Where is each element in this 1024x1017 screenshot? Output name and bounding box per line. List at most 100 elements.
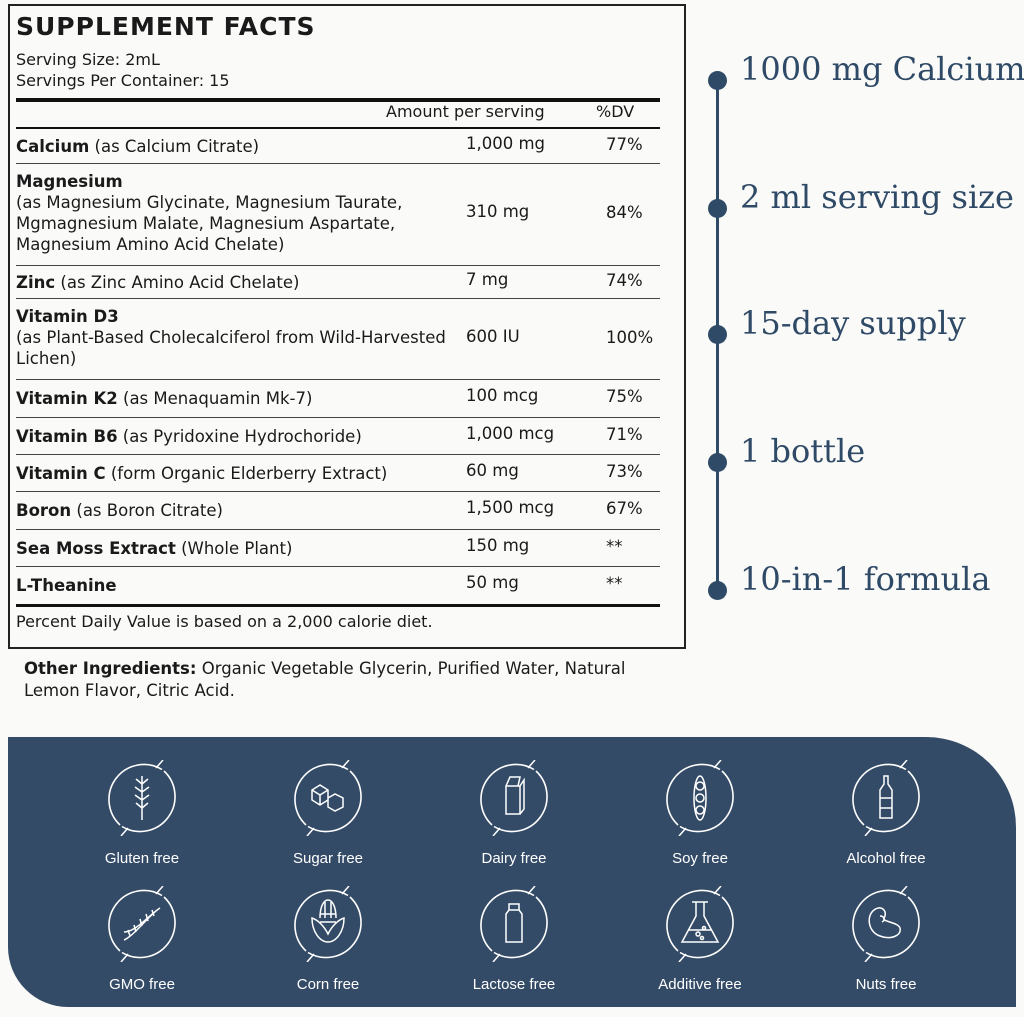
- row-divider: [16, 163, 660, 164]
- other-ingredients-text: Organic Vegetable Glycerin, Purified Wat…: [24, 659, 626, 700]
- row-divider: [16, 298, 660, 299]
- nutrient-label: Magnesium: [16, 172, 123, 191]
- nutrient-row: L-Theanine 50 mg **: [16, 567, 660, 604]
- row-divider: [16, 566, 660, 567]
- timeline-dot: [708, 453, 727, 472]
- divider: [16, 127, 660, 129]
- row-divider: [16, 265, 660, 266]
- nutrient-label: Vitamin D3: [16, 307, 119, 326]
- highlight-text: 10-in-1 formula: [740, 560, 991, 598]
- nutrient-row: Vitamin C (form Organic Elderberry Extra…: [16, 455, 660, 492]
- badge-label: Corn free: [296, 976, 360, 993]
- nutrient-source: (as Plant-Based Cholecalciferol from Wil…: [16, 328, 446, 368]
- nutrient-label: Vitamin K2: [16, 389, 118, 408]
- nutrient-name: Zinc (as Zinc Amino Acid Chelate): [16, 272, 456, 293]
- timeline-dot: [708, 71, 727, 90]
- badge-sugar-free: Sugar free: [258, 760, 398, 867]
- nutrient-source: (as Menaquamin Mk-7): [117, 389, 313, 408]
- nutrient-dv: 74%: [606, 270, 643, 290]
- milk-bottle-icon: [480, 886, 548, 962]
- nutrient-source: (as Calcium Citrate): [89, 136, 260, 156]
- supplement-facts-panel: [8, 4, 686, 649]
- nutrient-row: Boron (as Boron Citrate) 1,500 mcg 67%: [16, 492, 660, 530]
- other-ingredients: Other Ingredients: Organic Vegetable Gly…: [24, 658, 644, 702]
- nutrient-source: (as Boron Citrate): [71, 501, 223, 520]
- row-divider: [16, 379, 660, 380]
- dv-header: %DV: [596, 102, 635, 121]
- nutrient-name: L-Theanine: [16, 575, 456, 596]
- highlight-text: 2 ml serving size: [740, 178, 1014, 216]
- nutrient-amount: 100 mcg: [466, 386, 539, 405]
- dna-icon: [108, 886, 176, 962]
- badge-corn-free: Corn free: [258, 886, 398, 993]
- nutrient-label: Sea Moss Extract: [16, 538, 176, 558]
- free-from-panel: [8, 737, 1016, 1007]
- nutrient-amount: 60 mg: [466, 460, 519, 480]
- nutrient-name: Boron (as Boron Citrate): [16, 500, 456, 521]
- nutrient-amount: 7 mg: [466, 269, 509, 289]
- nutrient-source: (as Magnesium Glycinate, Magnesium Taura…: [16, 193, 403, 254]
- nutrient-amount: 50 mg: [466, 572, 519, 592]
- badge-label: Alcohol free: [846, 850, 926, 867]
- badge-label: Soy free: [672, 850, 728, 867]
- nutrient-dv: 67%: [606, 499, 643, 518]
- nutrient-amount: 310 mg: [466, 202, 530, 221]
- nutrient-dv: 100%: [606, 327, 654, 347]
- nutrient-amount: 600 IU: [466, 326, 520, 346]
- nutrient-name: Vitamin K2 (as Menaquamin Mk-7): [16, 388, 456, 409]
- badge-nuts-free: Nuts free: [816, 886, 956, 993]
- soybean-icon: [666, 760, 734, 836]
- divider-thick: [16, 98, 660, 102]
- badge-additive-free: Additive free: [630, 886, 770, 993]
- nutrient-dv: 73%: [606, 461, 643, 481]
- nutrient-amount: 150 mg: [466, 535, 530, 555]
- row-divider: [16, 491, 660, 492]
- highlight-text: 1 bottle: [740, 432, 866, 470]
- nutrient-name: Vitamin D3 (as Plant-Based Cholecalcifero…: [16, 306, 446, 369]
- nutrient-label: Calcium: [16, 136, 90, 156]
- wheat-icon: [108, 760, 176, 836]
- badge-label: Nuts free: [855, 976, 917, 993]
- badge-gmo-free: GMO free: [72, 886, 212, 993]
- nutrient-label: Zinc: [16, 272, 56, 292]
- nutrient-dv: **: [606, 536, 623, 556]
- nutrient-dv: 75%: [606, 387, 643, 406]
- badge-soy-free: Soy free: [630, 760, 770, 867]
- highlight-text: 15-day supply: [740, 304, 966, 342]
- badge-label: Gluten free: [104, 850, 180, 867]
- nutrient-source: (form Organic Elderberry Extract): [105, 463, 388, 483]
- nutrient-row: Vitamin D3 (as Plant-Based Cholecalcifero…: [16, 299, 660, 380]
- flask-icon: [666, 886, 734, 962]
- nutrient-dv: 77%: [606, 134, 643, 154]
- timeline-dot: [708, 325, 727, 344]
- timeline-dot: [708, 199, 727, 218]
- badge-dairy-free: Dairy free: [444, 760, 584, 867]
- footnote: Percent Daily Value is based on a 2,000 …: [16, 612, 433, 631]
- nutrient-dv: 84%: [606, 203, 643, 222]
- badge-gluten-free: Gluten free: [72, 760, 212, 867]
- badge-label: Lactose free: [472, 976, 556, 993]
- row-divider: [16, 529, 660, 530]
- nutrient-amount: 1,500 mcg: [466, 498, 555, 517]
- row-divider: [16, 454, 660, 455]
- nutrient-name: Magnesium (as Magnesium Glycinate, Magnes…: [16, 171, 446, 255]
- nutrient-amount: 1,000 mg: [466, 133, 546, 153]
- milk-carton-icon: [480, 760, 548, 836]
- nutrient-source: (as Zinc Amino Acid Chelate): [55, 272, 300, 292]
- badge-lactose-free: Lactose free: [444, 886, 584, 993]
- nutrient-dv: 71%: [606, 424, 643, 444]
- nutrient-row: Vitamin B6 (as Pyridoxine Hydrochoride) …: [16, 418, 660, 455]
- row-divider: [16, 417, 660, 418]
- nutrient-name: Vitamin C (form Organic Elderberry Extra…: [16, 463, 456, 484]
- nutrient-row: Zinc (as Zinc Amino Acid Chelate) 7 mg 7…: [16, 266, 660, 299]
- nutrient-name: Calcium (as Calcium Citrate): [16, 136, 456, 157]
- nutrient-label: Vitamin B6: [16, 426, 118, 446]
- bottle-icon: [852, 760, 920, 836]
- nutrient-source: (Whole Plant): [175, 538, 293, 558]
- nutrient-label: Boron: [16, 501, 72, 520]
- nutrient-row: Magnesium (as Magnesium Glycinate, Magnes…: [16, 164, 660, 266]
- nutrient-name: Vitamin B6 (as Pyridoxine Hydrochoride): [16, 426, 456, 447]
- nutrient-dv: **: [606, 573, 623, 593]
- corn-icon: [294, 886, 362, 962]
- nutrient-row: Calcium (as Calcium Citrate) 1,000 mg 77…: [16, 129, 660, 164]
